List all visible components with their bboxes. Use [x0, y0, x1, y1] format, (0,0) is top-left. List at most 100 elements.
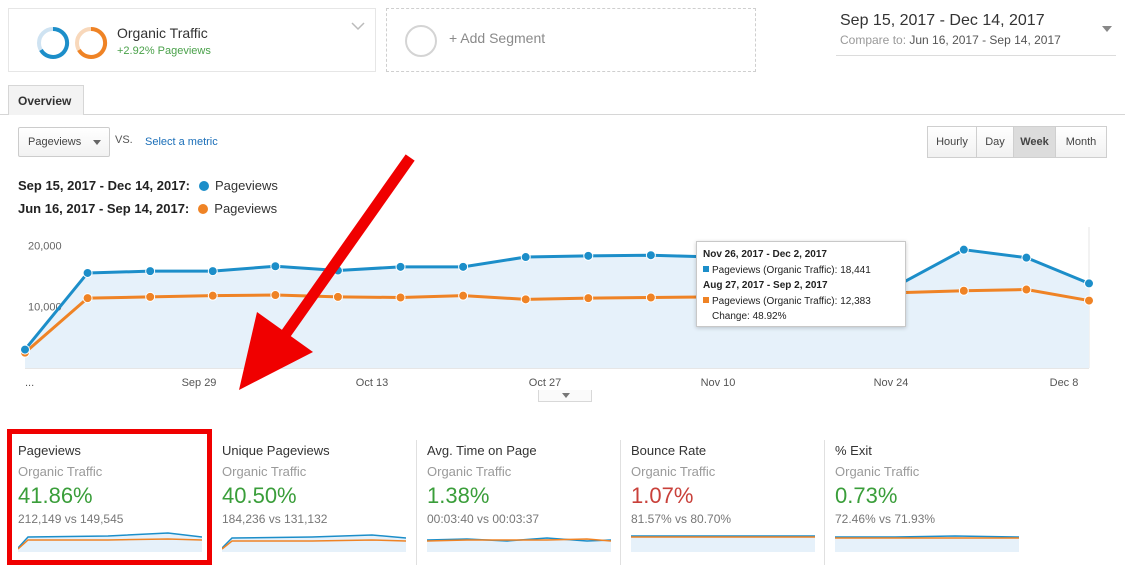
x-tick-label: Sep 29 [182, 377, 217, 389]
metric-card-unique-pageviews[interactable]: Unique Pageviews Organic Traffic 40.50% … [222, 440, 418, 565]
legend-current-range: Sep 15, 2017 - Dec 14, 2017: [18, 178, 191, 193]
granularity-week-button[interactable]: Week [1013, 126, 1056, 158]
segment-placeholder-icon [405, 25, 437, 57]
metric-card-exit[interactable]: % Exit Organic Traffic 0.73% 72.46% vs 7… [824, 440, 1020, 565]
data-point-previous[interactable] [395, 292, 406, 303]
data-point-current[interactable] [82, 267, 93, 278]
tab-overview-label: Overview [18, 94, 72, 108]
data-point-current[interactable] [958, 244, 969, 255]
tooltip-current-row: Pageviews (Organic Traffic): 18,441 [703, 263, 899, 279]
select-metric-link[interactable]: Select a metric [145, 136, 218, 148]
data-point-previous[interactable] [645, 292, 656, 303]
highlight-box [7, 429, 212, 565]
data-point-current[interactable] [270, 261, 281, 272]
y-tick-label: 20,000 [28, 240, 62, 252]
sparkline [631, 535, 815, 552]
sparkline [222, 534, 406, 552]
tooltip-current-range: Nov 26, 2017 - Dec 2, 2017 [703, 249, 827, 260]
tooltip-previous-row: Pageviews (Organic Traffic): 12,383 [703, 294, 899, 310]
caret-down-icon[interactable] [1102, 26, 1112, 32]
tab-overview[interactable]: Overview [8, 85, 84, 115]
date-range-picker[interactable]: Sep 15, 2017 - Dec 14, 2017 Compare to: … [836, 12, 1116, 56]
data-point-previous[interactable] [1021, 284, 1032, 295]
metric-change: 1.07% [631, 483, 694, 508]
tooltip-current-label: Pageviews (Organic Traffic): 18,441 [712, 264, 871, 276]
metric-change: 1.38% [427, 483, 490, 508]
data-point-previous[interactable] [583, 293, 594, 304]
legend-previous: Jun 16, 2017 - Sep 14, 2017: Pageviews [18, 201, 277, 216]
segment-card-organic-traffic[interactable]: Organic Traffic +2.92% Pageviews [8, 8, 376, 72]
data-point-previous[interactable] [458, 290, 469, 301]
x-tick-label: Nov 24 [874, 377, 909, 389]
sparkline [427, 537, 611, 552]
add-segment-button[interactable]: + Add Segment [386, 8, 756, 72]
data-point-current[interactable] [583, 250, 594, 261]
metric-select[interactable]: Pageviews [18, 127, 110, 157]
series-square-icon [703, 296, 709, 303]
series-line-previous [24, 288, 1090, 354]
data-point-previous[interactable] [1084, 295, 1094, 306]
metric-card-avg-time-on-page[interactable]: Avg. Time on Page Organic Traffic 1.38% … [416, 440, 612, 565]
metric-card-bounce-rate[interactable]: Bounce Rate Organic Traffic 1.07% 81.57%… [620, 440, 816, 565]
x-tick-label: Dec 8 [1050, 377, 1079, 389]
dropdown-caret-icon [93, 140, 101, 145]
compare-range: Jun 16, 2017 - Sep 14, 2017 [909, 33, 1061, 47]
x-tick-label: Nov 10 [701, 377, 736, 389]
tooltip-change: Change: 48.92% [712, 311, 787, 322]
metric-segment: Organic Traffic [631, 464, 716, 479]
data-point-previous[interactable] [332, 291, 343, 302]
metric-name: Bounce Rate [631, 443, 707, 458]
metric-segment: Organic Traffic [18, 464, 103, 479]
data-point-current[interactable] [145, 266, 156, 277]
annotation-arrow-icon [239, 154, 415, 390]
y-tick-label: 10,000 [28, 302, 62, 314]
legend-dot-icon [199, 181, 210, 191]
compare-prefix: Compare to: [840, 33, 907, 47]
data-point-current[interactable] [1021, 252, 1032, 263]
metric-segment: Organic Traffic [222, 464, 307, 479]
metric-change: 41.86% [18, 483, 93, 508]
x-tick-label: Oct 13 [356, 377, 388, 389]
tooltip-previous-label: Pageviews (Organic Traffic): 12,383 [712, 295, 871, 307]
metric-name: Avg. Time on Page [427, 443, 537, 458]
legend-dot-icon [198, 204, 209, 214]
data-point-previous[interactable] [207, 290, 218, 301]
granularity-hourly-button[interactable]: Hourly [927, 126, 977, 158]
x-tick-label: Oct 27 [529, 377, 561, 389]
metric-compare: 81.57% vs 80.70% [631, 512, 732, 526]
legend-previous-range: Jun 16, 2017 - Sep 14, 2017: [18, 201, 190, 216]
sparkline [835, 535, 1019, 552]
chart-collapse-handle[interactable] [538, 390, 592, 402]
metric-change: 0.73% [835, 483, 898, 508]
segment-subtitle: +2.92% Pageviews [117, 45, 211, 57]
data-point-previous[interactable] [958, 285, 969, 296]
add-segment-label: + Add Segment [449, 30, 546, 46]
series-square-icon [703, 265, 709, 272]
data-point-current[interactable] [1084, 278, 1094, 289]
chevron-down-icon[interactable] [351, 21, 365, 31]
data-point-previous[interactable] [520, 294, 531, 305]
caret-down-icon [562, 393, 570, 398]
vs-label: VS. [115, 134, 133, 146]
granularity-month-button[interactable]: Month [1055, 126, 1107, 158]
data-point-current[interactable] [207, 266, 218, 277]
metric-card-pageviews[interactable]: Pageviews Organic Traffic 41.86% 212,149… [18, 440, 214, 565]
data-point-previous[interactable] [270, 290, 281, 301]
data-point-current[interactable] [520, 252, 531, 263]
segment-donut-icon [37, 26, 108, 59]
chart-tooltip: Nov 26, 2017 - Dec 2, 2017 Pageviews (Or… [696, 241, 906, 327]
data-point-current[interactable] [645, 250, 656, 261]
pageviews-line-chart[interactable]: 20,000 10,000... Sep 29 Oct 13 Oct 27 Nov 10 N… [0, 222, 1125, 397]
date-range-compare: Compare to: Jun 16, 2017 - Sep 14, 2017 [840, 33, 1061, 47]
data-point-previous[interactable] [145, 291, 156, 302]
granularity-day-button[interactable]: Day [976, 126, 1014, 158]
sparkline [18, 532, 202, 552]
data-point-current[interactable] [458, 261, 469, 272]
series-line-current [23, 248, 1090, 351]
metric-change: 40.50% [222, 483, 297, 508]
metric-select-value: Pageviews [28, 136, 82, 148]
data-point-current[interactable] [395, 261, 406, 272]
legend-current-metric: Pageviews [215, 178, 278, 193]
data-point-previous[interactable] [82, 293, 93, 304]
data-point-current[interactable] [20, 344, 30, 355]
